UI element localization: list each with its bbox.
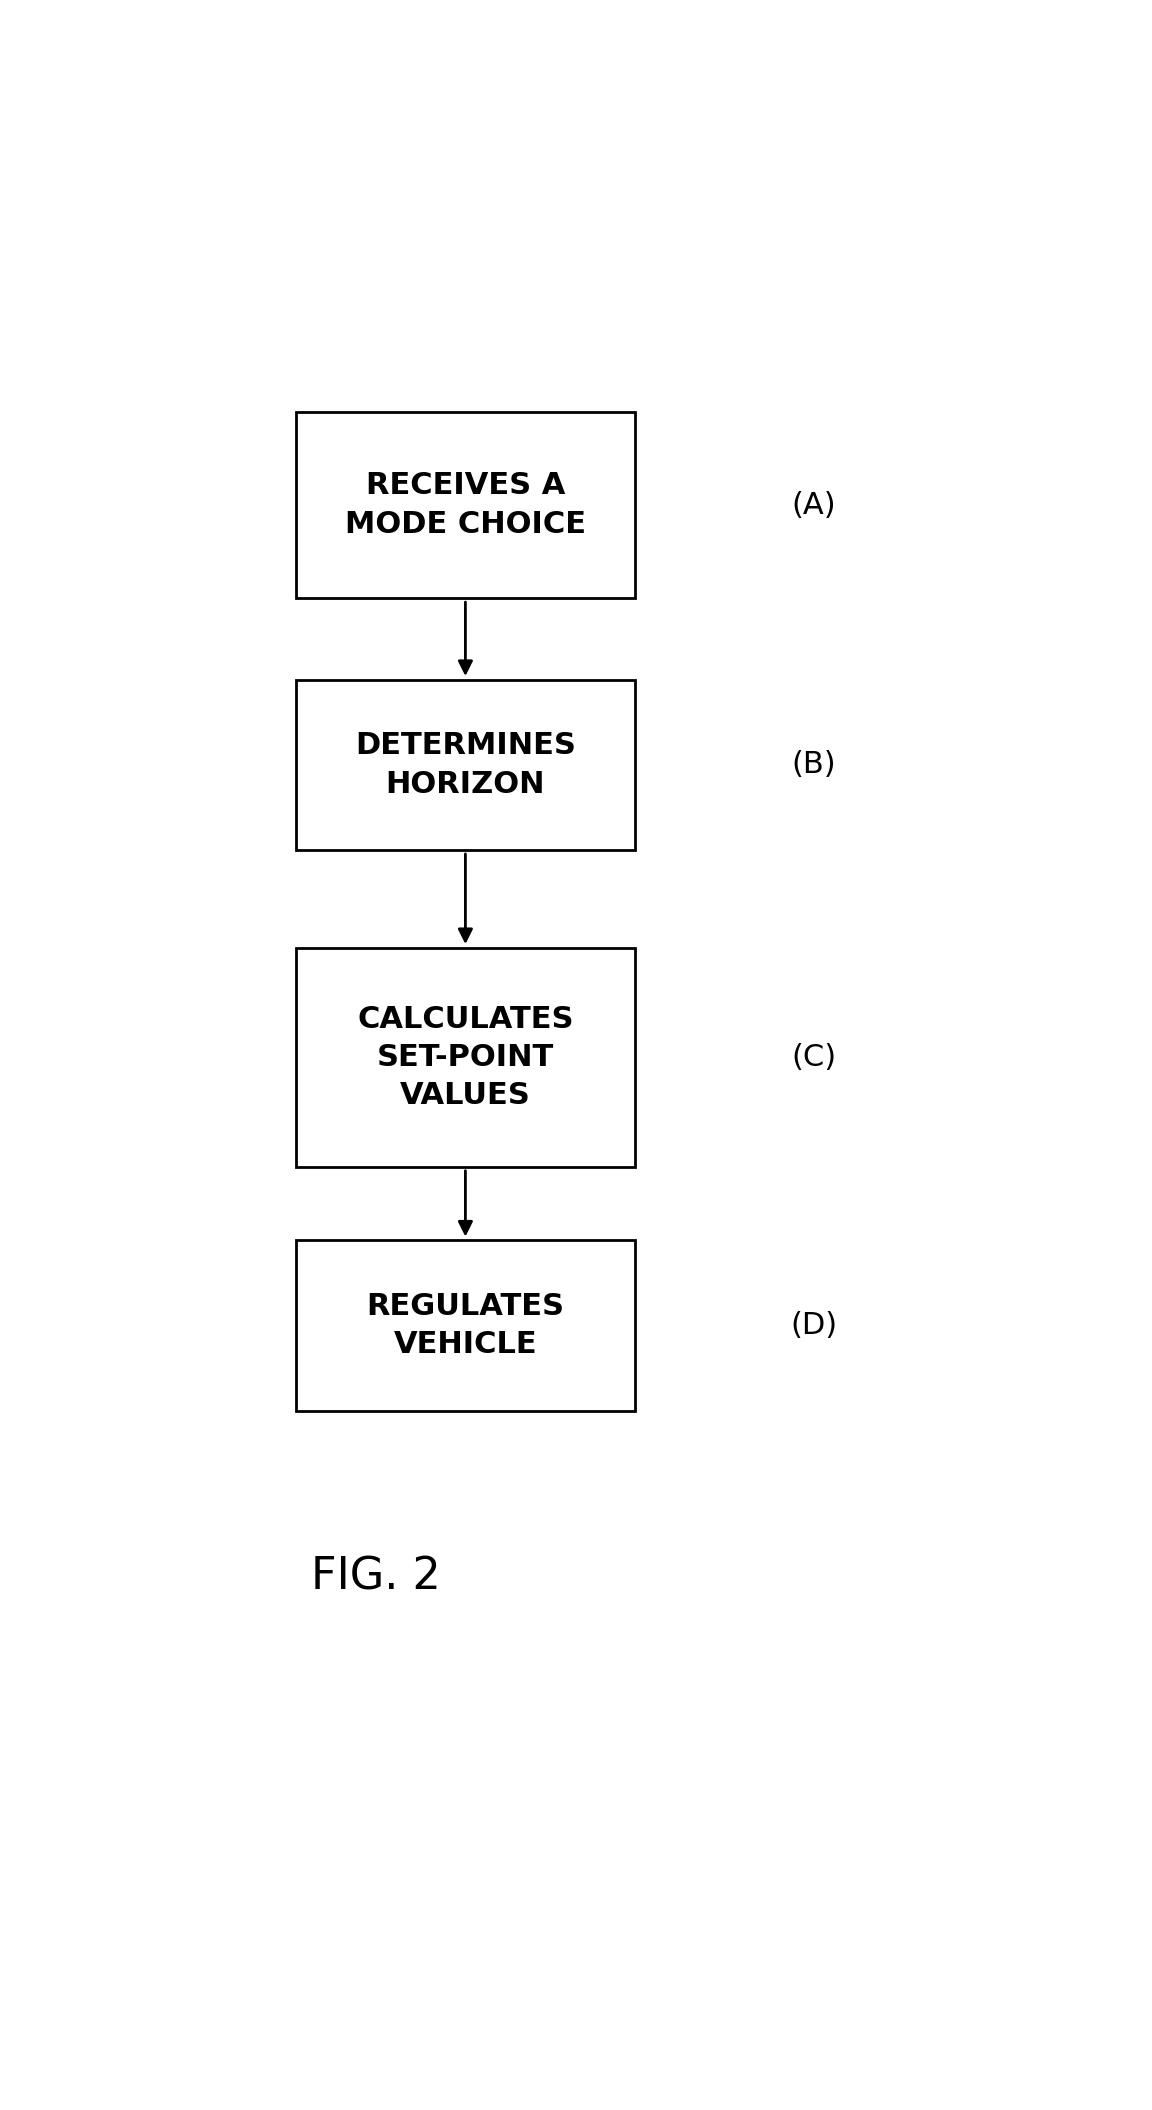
Text: (D): (D) — [790, 1310, 838, 1340]
Text: (C): (C) — [791, 1042, 836, 1072]
Bar — [296, 679, 635, 850]
Text: (A): (A) — [791, 490, 836, 519]
Bar — [296, 411, 635, 599]
Bar — [296, 1241, 635, 1412]
Text: DETERMINES
HORIZON: DETERMINES HORIZON — [355, 732, 576, 798]
Text: REGULATES
VEHICLE: REGULATES VEHICLE — [366, 1291, 564, 1359]
Text: RECEIVES A
MODE CHOICE: RECEIVES A MODE CHOICE — [344, 471, 586, 538]
Text: (B): (B) — [791, 751, 836, 779]
Bar — [296, 947, 635, 1167]
Text: CALCULATES
SET-POINT
VALUES: CALCULATES SET-POINT VALUES — [357, 1004, 574, 1110]
Text: FIG. 2: FIG. 2 — [311, 1555, 441, 1599]
